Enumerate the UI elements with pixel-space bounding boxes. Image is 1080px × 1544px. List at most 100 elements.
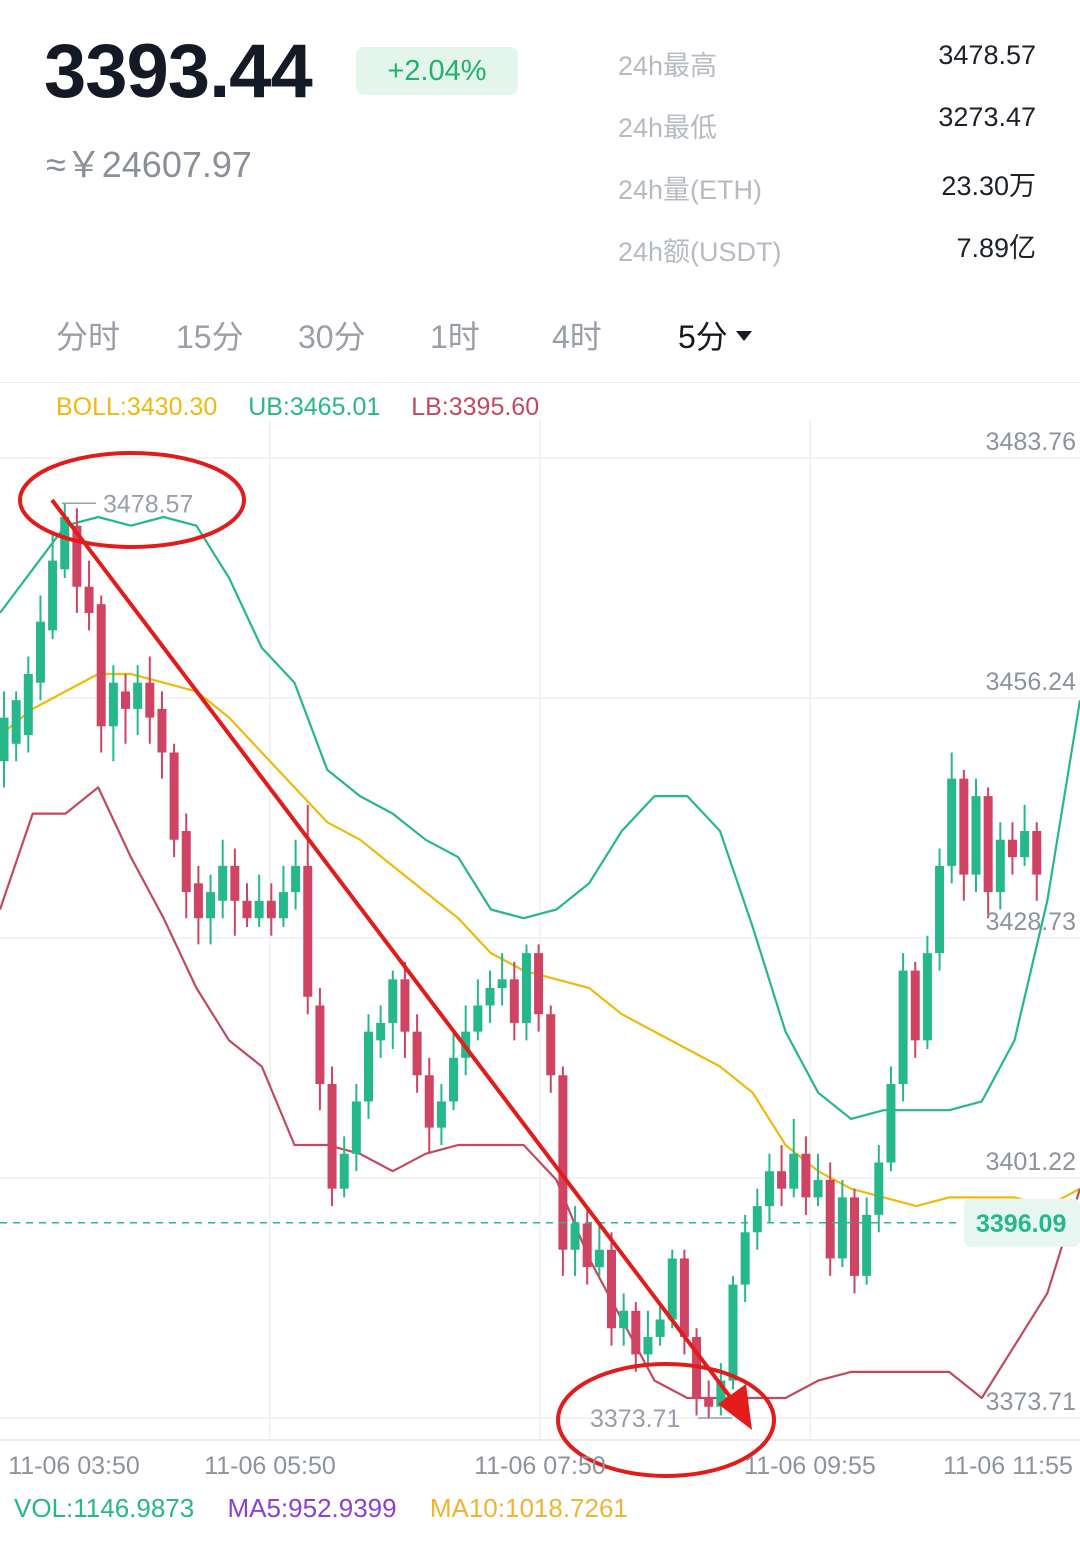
- candles: [0, 503, 1042, 1418]
- stats-panel: 24h最高 3478.57 24h最低 3273.47 24h量(ETH) 23…: [618, 38, 1036, 286]
- candle-up: [133, 682, 143, 709]
- high-marker-label: 3478.57: [103, 490, 193, 518]
- x-tick-label: 11-06 07:50: [474, 1452, 606, 1480]
- candle-up: [594, 1249, 604, 1268]
- stat-label: 24h最高: [618, 51, 718, 81]
- candle-down: [424, 1075, 434, 1128]
- boll-lower-line: [0, 786, 1080, 1400]
- candle-up: [655, 1319, 665, 1337]
- candle-down: [607, 1249, 616, 1329]
- tab-4h[interactable]: 4时: [552, 319, 602, 355]
- candle-down: [825, 1179, 835, 1259]
- ma10-value: MA10:1018.7261: [429, 1493, 628, 1523]
- tab-30m[interactable]: 30分: [298, 319, 366, 355]
- candle-up: [667, 1258, 677, 1320]
- annotation-arrow-line: [50, 498, 742, 1412]
- candle-up: [364, 1031, 373, 1102]
- x-tick-label: 11-06 11:55: [943, 1452, 1073, 1480]
- candle-down: [983, 796, 993, 893]
- candle-up: [48, 560, 58, 631]
- candle-up: [716, 1380, 726, 1407]
- tab-5m-label: 5分: [678, 319, 728, 355]
- candle-up: [886, 1083, 896, 1163]
- tab-1h[interactable]: 1时: [430, 319, 480, 355]
- candle-down: [1032, 831, 1042, 875]
- candle-up: [206, 892, 216, 919]
- tab-15m[interactable]: 15分: [176, 319, 244, 355]
- current-price-label: 3396.09: [976, 1210, 1066, 1238]
- candle-up: [60, 516, 70, 570]
- candle-up: [995, 839, 1005, 893]
- candle-down: [84, 586, 94, 613]
- candle-up: [376, 1022, 386, 1041]
- annotation-ellipse-low: [556, 1362, 776, 1478]
- stat-row-turnover: 24h额(USDT) 7.89亿: [618, 224, 1036, 286]
- candle-up: [862, 1214, 872, 1276]
- y-tick-label: 3428.73: [986, 908, 1076, 936]
- y-tick-label: 3456.24: [986, 668, 1076, 696]
- candle-down: [546, 1014, 556, 1076]
- x-axis: 11-06 03:50 11-06 05:50 11-06 07:50 11-06 0…: [8, 1452, 1073, 1480]
- y-tick-label: 3373.71: [986, 1388, 1076, 1416]
- tab-time-sharing[interactable]: 分时: [56, 319, 121, 355]
- candle-up: [218, 865, 228, 901]
- candle-down: [242, 900, 252, 919]
- candle-up: [351, 1101, 361, 1154]
- candle-up: [764, 1171, 774, 1207]
- candle-up: [473, 1005, 483, 1032]
- last-price: 3393.44: [44, 29, 313, 114]
- candle-up: [1020, 831, 1030, 858]
- candle-down: [679, 1258, 689, 1337]
- tab-5m-dropdown[interactable]: 5分: [678, 312, 752, 358]
- x-tick-label: 11-06 09:55: [744, 1452, 876, 1480]
- low-marker-label: 3373.71: [590, 1405, 680, 1433]
- stat-label: 24h最低: [618, 113, 718, 143]
- candle-down: [315, 1005, 325, 1084]
- candle-down: [850, 1197, 859, 1276]
- candle-down: [327, 1083, 337, 1189]
- y-tick-label: 3483.76: [986, 428, 1076, 456]
- candle-up: [449, 1057, 459, 1102]
- candlestick-chart[interactable]: 3396.09 3478.57 3373.71 3483.76 3456.24 3428…: [0, 384, 1080, 1494]
- divider: [0, 382, 1080, 383]
- candle-up: [813, 1179, 823, 1198]
- candle-up: [619, 1310, 629, 1329]
- x-tick-label: 11-06 05:50: [204, 1452, 336, 1480]
- y-axis: 3483.76 3456.24 3428.73 3401.22 3373.71: [986, 428, 1076, 1416]
- candle-down: [910, 970, 920, 1041]
- stat-value: 23.30万: [941, 171, 1036, 201]
- candle-up: [291, 865, 301, 893]
- candle-up: [436, 1101, 446, 1128]
- candle-down: [145, 682, 155, 718]
- vol-value: VOL:1146.9873: [14, 1493, 195, 1523]
- stat-value: 7.89亿: [956, 233, 1036, 263]
- candle-down: [801, 1153, 811, 1198]
- candle-up: [11, 700, 21, 744]
- candle-down: [1007, 839, 1017, 858]
- candle-up: [922, 953, 932, 1041]
- candle-down: [266, 900, 276, 919]
- stat-label: 24h额(USDT): [618, 237, 782, 267]
- candle-up: [898, 970, 908, 1084]
- current-price-tag: [964, 1198, 1080, 1247]
- stat-row-low: 24h最低 3273.47: [618, 100, 1036, 162]
- x-tick-label: 11-06 03:50: [8, 1452, 140, 1480]
- candle-down: [534, 953, 544, 1015]
- candle-up: [935, 865, 945, 954]
- stat-value: 3273.47: [938, 102, 1036, 132]
- candle-up: [752, 1206, 762, 1233]
- candle-down: [558, 1075, 568, 1250]
- ma5-value: MA5:952.9399: [227, 1493, 397, 1523]
- candle-up: [789, 1153, 799, 1189]
- candle-up: [947, 778, 957, 866]
- boll-mid-value: BOLL:3430.30: [56, 393, 218, 421]
- candle-up: [728, 1284, 738, 1381]
- candle-down: [72, 525, 82, 587]
- candle-down: [959, 778, 969, 875]
- candle-up: [497, 979, 507, 989]
- boll-ub-value: UB:3465.01: [248, 393, 381, 421]
- candle-up: [0, 717, 9, 762]
- candle-up: [971, 796, 981, 875]
- candle-down: [121, 691, 130, 709]
- candle-down: [157, 708, 167, 753]
